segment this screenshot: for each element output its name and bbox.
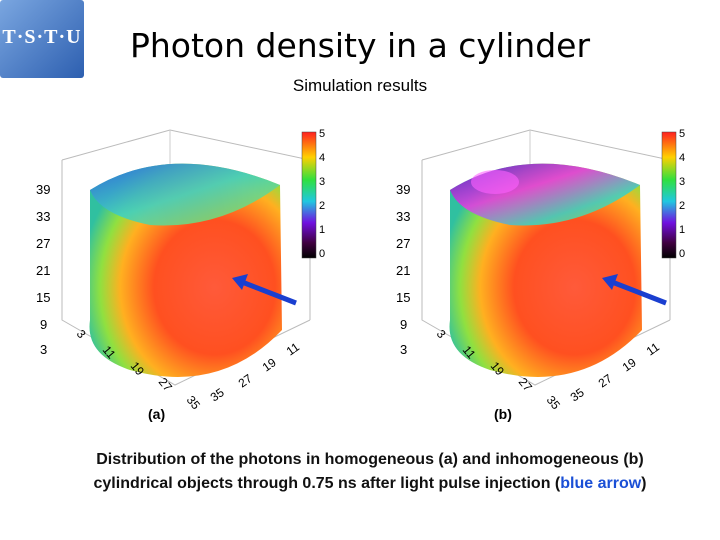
scale-b-3: 2 bbox=[679, 200, 685, 212]
xtick-a-2: 27 bbox=[236, 371, 255, 390]
xtick-b-2: 27 bbox=[596, 371, 615, 390]
scale-b-1: 4 bbox=[679, 152, 685, 164]
ztick-a-3: 21 bbox=[36, 263, 50, 278]
scale-a-5: 0 bbox=[319, 248, 325, 260]
ztick-a-1: 33 bbox=[36, 209, 50, 224]
caption-blue-arrow: blue arrow bbox=[560, 475, 642, 492]
ztick-b-5: 9 bbox=[400, 317, 407, 332]
xtick-b-0: 11 bbox=[644, 340, 663, 359]
scale-a-3: 2 bbox=[319, 200, 325, 212]
xtick-a-3: 35 bbox=[208, 385, 227, 404]
page-subtitle: Simulation results bbox=[292, 76, 428, 95]
xtick-b-1: 19 bbox=[620, 355, 639, 374]
xtick-b-3: 35 bbox=[568, 385, 587, 404]
panel-a-label: (a) bbox=[148, 406, 166, 422]
scale-a-2: 3 bbox=[319, 176, 325, 188]
ytick-a-0: 35 bbox=[184, 393, 204, 412]
scale-a-1: 4 bbox=[319, 152, 325, 164]
scale-b-5: 0 bbox=[679, 248, 685, 260]
ztick-a-2: 27 bbox=[36, 236, 50, 251]
plot-a-graphic: 5 4 3 2 1 0 39 33 27 21 15 9 3 11 19 27 … bbox=[36, 128, 325, 412]
plot-b-graphic: 5 4 3 2 1 0 39 33 27 21 15 9 3 11 19 27 … bbox=[396, 128, 685, 412]
ztick-a-5: 9 bbox=[40, 317, 47, 332]
ztick-a-0: 39 bbox=[36, 182, 50, 197]
plot-panel-a: 5 4 3 2 1 0 39 33 27 21 15 9 3 11 19 27 … bbox=[20, 120, 360, 422]
scale-a-0: 5 bbox=[319, 128, 325, 140]
caption-line-2: cylindrical objects through 0.75 ns afte… bbox=[40, 472, 700, 496]
xtick-a-1: 19 bbox=[260, 355, 279, 374]
ztick-a-6: 3 bbox=[40, 342, 47, 357]
scale-b-4: 1 bbox=[679, 224, 685, 236]
ytick-b-1: 27 bbox=[516, 375, 536, 394]
page-title: Photon density in a cylinder bbox=[129, 26, 591, 65]
scale-b-2: 3 bbox=[679, 176, 685, 188]
xtick-a-0: 11 bbox=[284, 340, 303, 359]
scale-b-0: 5 bbox=[679, 128, 685, 140]
ztick-b-0: 39 bbox=[396, 182, 410, 197]
ztick-b-6: 3 bbox=[400, 342, 407, 357]
ztick-b-1: 33 bbox=[396, 209, 410, 224]
logo-text: T·S·T·U bbox=[2, 26, 82, 48]
plot-panel-b: 5 4 3 2 1 0 39 33 27 21 15 9 3 11 19 27 … bbox=[380, 120, 720, 422]
ztick-a-4: 15 bbox=[36, 290, 50, 305]
ytick-b-0: 35 bbox=[544, 393, 564, 412]
caption-line-2-post: ) bbox=[641, 475, 647, 492]
ytick-a-1: 27 bbox=[156, 375, 176, 394]
caption: Distribution of the photons in homogeneo… bbox=[40, 448, 700, 496]
ztick-b-3: 21 bbox=[396, 263, 410, 278]
scale-a-4: 1 bbox=[319, 224, 325, 236]
caption-line-2-pre: cylindrical objects through 0.75 ns afte… bbox=[93, 475, 561, 492]
ztick-b-2: 27 bbox=[396, 236, 410, 251]
caption-line-1: Distribution of the photons in homogeneo… bbox=[96, 451, 644, 468]
panel-b-label: (b) bbox=[494, 406, 512, 422]
tstu-logo: T·S·T·U bbox=[0, 0, 84, 78]
ztick-b-4: 15 bbox=[396, 290, 410, 305]
